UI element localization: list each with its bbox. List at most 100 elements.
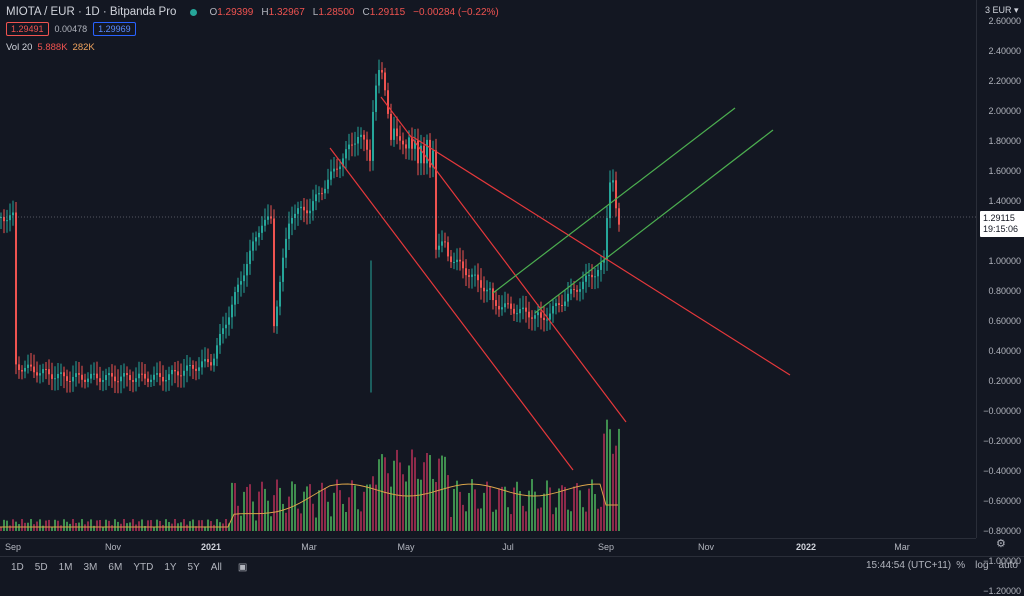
buy-button[interactable]: 1.29969 <box>93 22 136 36</box>
candle-body <box>366 139 368 150</box>
candle-body <box>351 144 353 146</box>
candle-body <box>519 309 521 314</box>
volume-bar <box>456 480 458 531</box>
candle-body <box>546 319 548 321</box>
current-price-label: 1.29115 19:15:06 <box>980 211 1024 237</box>
range-button-1m[interactable]: 1M <box>58 561 73 573</box>
candle-body <box>51 374 53 379</box>
candle-body <box>606 218 608 261</box>
close-value: 1.29115 <box>369 6 406 18</box>
candle-body <box>444 241 446 243</box>
candle-body <box>438 245 440 250</box>
volume-bar <box>201 520 203 531</box>
volume-bar <box>51 526 53 531</box>
candle-body <box>480 280 482 288</box>
volume-ma-value: 282K <box>72 42 95 53</box>
range-button-all[interactable]: All <box>210 561 222 573</box>
symbol-title[interactable]: MIOTA / EUR · 1D · Bitpanda Pro <box>6 6 177 18</box>
range-button-5y[interactable]: 5Y <box>187 561 200 573</box>
sell-button[interactable]: 1.29491 <box>6 22 49 36</box>
volume-bar <box>237 505 239 531</box>
range-button-ytd[interactable]: YTD <box>133 561 154 573</box>
buy-sell-panel: 1.29491 0.00478 1.29969 <box>6 22 136 36</box>
time-axis[interactable]: Sep Nov 2021 Mar May Jul Sep Nov 2022 Mar <box>0 538 976 557</box>
volume-bar <box>105 519 107 531</box>
volume-bar <box>294 484 296 531</box>
price-tick: 0.80000 <box>988 285 1021 296</box>
candle-body <box>45 369 47 371</box>
volume-bar <box>423 462 425 531</box>
volume-bar <box>324 487 326 531</box>
volume-bar <box>606 419 608 531</box>
candle-body <box>537 312 539 316</box>
spread-value: 0.00478 <box>54 24 88 34</box>
volume-bar <box>36 521 38 531</box>
volume-bar <box>327 501 329 531</box>
auto-toggle[interactable]: auto <box>998 560 1018 571</box>
volume-bar <box>210 521 212 531</box>
volume-bar <box>225 519 227 531</box>
candle-body <box>342 158 344 167</box>
price-tick: −0.00000 <box>983 405 1021 416</box>
price-chart[interactable] <box>0 0 976 538</box>
volume-bar <box>399 462 401 531</box>
calendar-icon[interactable]: ▣ <box>237 561 248 573</box>
time-tick: Mar <box>301 542 317 552</box>
volume-bar <box>612 453 614 531</box>
high-value: 1.32967 <box>268 6 305 18</box>
volume-bar <box>354 485 356 531</box>
percent-toggle[interactable]: % <box>956 560 966 571</box>
candle-body <box>81 374 83 380</box>
bar-countdown: 19:15:06 <box>983 224 1019 234</box>
candle-body <box>426 139 428 164</box>
candle-body <box>54 378 56 380</box>
candle-body <box>522 307 524 310</box>
candle-body <box>294 213 296 218</box>
settings-gear-icon[interactable]: ⚙ <box>996 538 1006 550</box>
range-button-1y[interactable]: 1Y <box>164 561 177 573</box>
volume-legend[interactable]: Vol 20 5.888K 282K <box>6 42 95 53</box>
candle-body <box>150 379 152 382</box>
log-toggle[interactable]: log <box>975 560 989 571</box>
candle-body <box>318 193 320 195</box>
volume-bar <box>381 454 383 531</box>
candle-body <box>219 333 221 346</box>
volume-bar <box>441 455 443 531</box>
candle-body <box>363 134 365 140</box>
candle-body <box>237 284 239 293</box>
range-button-1d[interactable]: 1D <box>11 561 24 573</box>
volume-bar <box>102 526 104 531</box>
clock[interactable]: 15:44:54 (UTC+11) <box>866 560 952 571</box>
time-tick: Mar <box>894 542 910 552</box>
currency-selector[interactable]: 3 EUR ▾ <box>985 5 1019 15</box>
price-tick: 2.60000 <box>988 15 1021 26</box>
candle-body <box>276 306 278 327</box>
bottom-toolbar: 1D 5D 1M 3M 6M YTD 1Y 5Y All ▣ 15:44:54 (UTC+11)… <box>0 556 1024 577</box>
volume-bar <box>213 524 215 531</box>
candle-body <box>21 369 23 372</box>
volume-bar <box>348 497 350 531</box>
volume-bar <box>15 521 17 531</box>
volume-bar <box>279 487 281 531</box>
volume-bar <box>285 512 287 531</box>
volume-bar <box>303 491 305 531</box>
volume-bar <box>546 480 548 531</box>
range-button-6m[interactable]: 6M <box>108 561 123 573</box>
volume-bar <box>204 526 206 531</box>
candle-body <box>525 307 527 312</box>
volume-bar <box>363 491 365 531</box>
candle-body <box>402 140 404 145</box>
volume-bar <box>408 465 410 531</box>
candle-body <box>570 289 572 294</box>
volume-bar <box>45 520 47 531</box>
candle-body <box>459 259 461 262</box>
candle-body <box>168 374 170 381</box>
range-button-3m[interactable]: 3M <box>83 561 98 573</box>
price-axis[interactable]: 3 EUR ▾ 2.800002.600002.400002.200002.00… <box>976 0 1024 596</box>
volume-bar <box>243 491 245 531</box>
range-button-5d[interactable]: 5D <box>34 561 48 573</box>
volume-bar <box>540 507 542 531</box>
market-status-icon <box>190 8 198 16</box>
volume-bar <box>147 520 149 531</box>
volume-bar <box>378 459 380 531</box>
